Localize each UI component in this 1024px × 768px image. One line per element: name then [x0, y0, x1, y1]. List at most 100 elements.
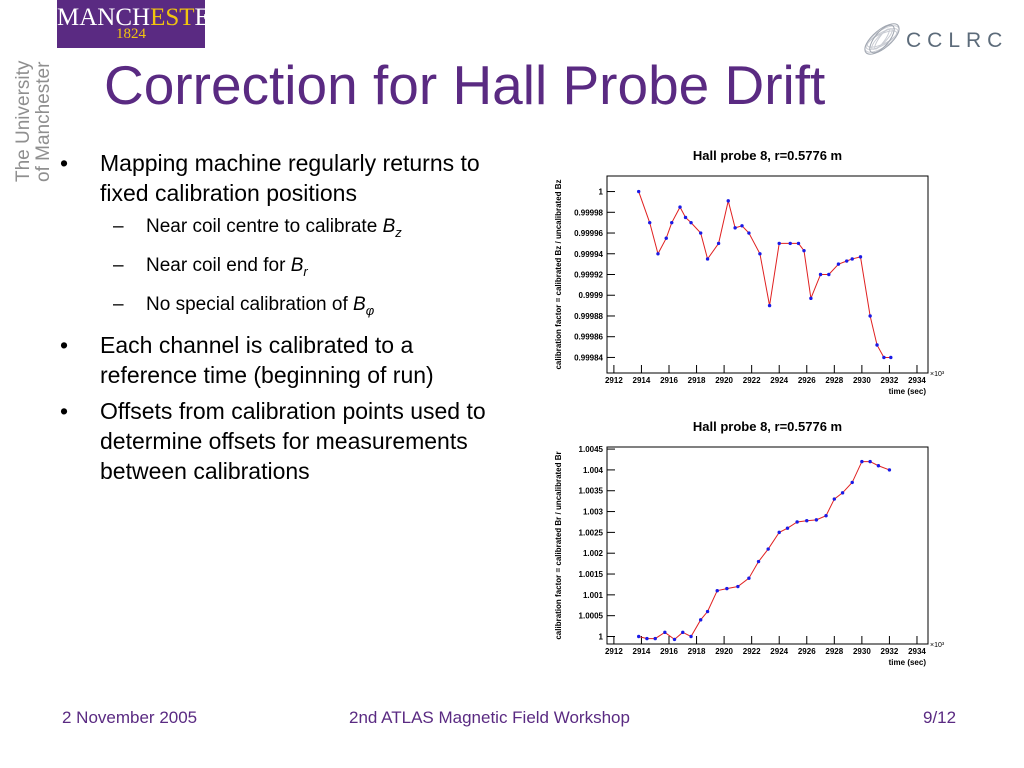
plot-frame: [606, 446, 929, 645]
data-point: [747, 231, 751, 235]
data-point: [689, 220, 693, 225]
data-point: [777, 241, 781, 246]
data-point: [845, 259, 849, 263]
data-point: [656, 252, 660, 256]
chart-title: Hall probe 8, r=0.5776 m: [693, 148, 842, 163]
chart-title: Hall probe 8, r=0.5776 m: [693, 419, 842, 434]
footer-event: 2nd ATLAS Magnetic Field Workshop: [349, 708, 630, 727]
x-tick-label: 2918: [688, 647, 706, 656]
data-point: [725, 586, 729, 591]
data-point: [809, 296, 813, 301]
y-tick-label: 0.99992: [574, 271, 603, 280]
y-tick-label: 0.99996: [574, 229, 603, 238]
x-tick-label: 2916: [660, 647, 678, 656]
data-point: [887, 468, 892, 472]
sub-bullet-item: – Near coil end for Br: [113, 254, 308, 279]
dash-icon: –: [113, 254, 124, 276]
y-tick-label: 1.0045: [579, 445, 604, 454]
manchester-logo-year: 1824: [116, 26, 146, 42]
x-tick-label: 2928: [825, 376, 843, 385]
data-point: [645, 636, 649, 641]
data-point: [795, 520, 799, 524]
x-tick-label: 2932: [881, 647, 899, 656]
data-point: [824, 514, 828, 518]
data-point: [766, 547, 770, 551]
data-point: [850, 257, 854, 261]
manchester-logo: MANCHESTER 1824: [57, 0, 226, 48]
plot-bz: Hall probe 8, r=0.5776 m 1 0.99998 0.99996 0…: [548, 143, 946, 405]
data-point: [664, 236, 668, 240]
data-point: [758, 252, 762, 256]
data-point: [747, 576, 751, 580]
plot-bz-svg: Hall probe 8, r=0.5776 m 1 0.99998 0.99996 0…: [554, 148, 945, 396]
data-point: [756, 559, 761, 564]
x-tick-label: 2918: [688, 376, 706, 385]
data-point: [875, 343, 879, 347]
university-vertical-label: The University of Manchester: [13, 42, 54, 182]
data-point: [818, 272, 823, 277]
bullet-list: • Mapping machine regularly returns to fi…: [55, 148, 500, 492]
x-tick-label: 2934: [908, 376, 926, 385]
footer-date: 2 November 2005: [62, 708, 198, 727]
y-tick-label: 0.99998: [574, 208, 603, 217]
dash-icon: –: [113, 216, 124, 237]
x-tick-label: 2920: [715, 376, 733, 385]
data-point: [840, 491, 845, 495]
y-tick-label: 1.001: [583, 591, 604, 600]
data-point: [802, 248, 806, 253]
x-tick-label: 2926: [798, 647, 816, 656]
y-tick-label: 1: [599, 633, 604, 642]
data-point: [836, 262, 841, 266]
data-point: [681, 630, 685, 635]
data-point: [678, 205, 682, 209]
data-point: [648, 220, 652, 225]
data-point: [767, 303, 772, 308]
data-point: [805, 519, 809, 523]
x-tick-label: 2930: [853, 376, 871, 385]
bullet-dot-icon: •: [60, 398, 69, 425]
data-point: [785, 526, 790, 530]
y-tick-label: 1.003: [583, 508, 604, 517]
cclrc-logo-text: CCLRC: [906, 29, 1009, 52]
y-tick-label: 1: [599, 188, 604, 197]
data-point: [858, 255, 863, 259]
y-tick-label: 1.0035: [579, 487, 604, 496]
plot-frame: [606, 175, 929, 374]
x-tick-label: 2932: [881, 376, 899, 385]
data-point: [736, 584, 740, 589]
y-tick-label: 1.0025: [579, 528, 604, 537]
x-tick-label: 2922: [743, 376, 761, 385]
x-tick-label: 2920: [715, 647, 733, 656]
data-point: [636, 634, 641, 639]
x-tick-label: 2924: [770, 376, 788, 385]
y-tick-label: 0.99986: [574, 333, 603, 342]
plot-br: Hall probe 8, r=0.5776 m 1 1.0005 1.001 1.00…: [548, 414, 946, 676]
plot-br-svg: Hall probe 8, r=0.5776 m 1 1.0005 1.001 1.00…: [554, 419, 945, 667]
footer-page-number: 9/12: [923, 708, 957, 727]
y-tick-label: 0.99994: [574, 250, 603, 259]
y-tick-label: 1.0005: [579, 612, 604, 621]
data-point: [683, 215, 688, 220]
data-point: [715, 588, 719, 593]
x-axis-label: time (sec): [889, 387, 927, 396]
data-point: [705, 609, 710, 614]
y-axis-label: calibration factor = calibrated Br / unc…: [554, 451, 563, 639]
cclrc-logo: CCLRC: [858, 5, 1008, 67]
data-point: [672, 637, 677, 642]
y-tick-label: 1.002: [583, 549, 604, 558]
dash-icon: –: [113, 293, 124, 315]
x-tick-label: 2924: [770, 647, 788, 656]
y-tick-label: 0.99984: [574, 353, 603, 362]
data-point: [882, 355, 886, 360]
x-tick-label: 2914: [633, 647, 651, 656]
data-point: [740, 224, 744, 228]
y-tick-label: 0.9999: [579, 291, 604, 300]
data-point: [860, 459, 864, 464]
x-tick-label: 2934: [908, 647, 926, 656]
data-point: [832, 497, 837, 501]
bullet-item: • Mapping machine regularly returns to fi…: [60, 150, 480, 206]
data-point: [796, 241, 801, 246]
y-tick-label: 0.99988: [574, 312, 603, 321]
data-point: [889, 355, 893, 360]
data-point: [868, 459, 872, 464]
